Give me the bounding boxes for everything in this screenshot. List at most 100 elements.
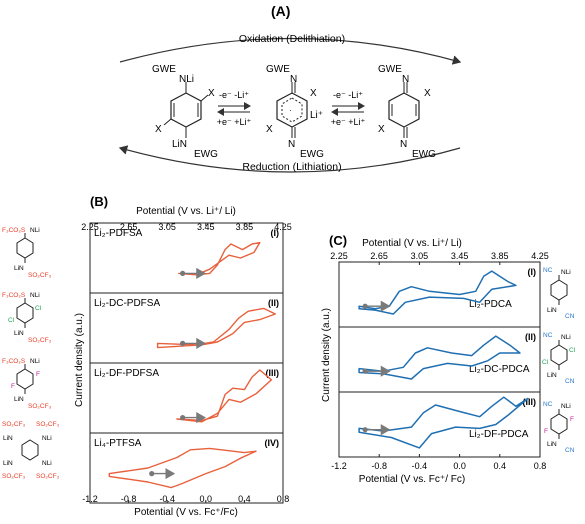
cv-curve: [156, 307, 276, 349]
bottom-tick-label: 0.4: [238, 494, 251, 504]
oxidation-arrow: [119, 37, 462, 65]
panel-c-subplots: Li₂-PDCA (I) Li₂-DC-PDCA (II) Li₂-DF-PDCA (II…: [338, 261, 541, 458]
svg-text:SO₂CF₃: SO₂CF₃: [28, 272, 52, 279]
subplot-compound-name: Li₂-DC-PDCA: [469, 364, 530, 375]
structure-df-pdfsa: F₃CO₂S NLi F F LiN SO₂CF₃: [2, 358, 52, 410]
svg-text:-e⁻ -Li⁺: -e⁻ -Li⁺: [333, 90, 363, 100]
svg-text:N: N: [288, 139, 295, 150]
subplot-roman: (III): [523, 397, 537, 407]
svg-text:NLi: NLi: [30, 358, 40, 365]
bottom-tick-label: -0.4: [159, 494, 175, 504]
panel-a: (A) Oxidation (Delithiation) Reduction (…: [118, 3, 462, 173]
bottom-tick-label: 0.4: [494, 461, 507, 471]
panel-b-y-axis-title: Current density (a.u.): [74, 313, 85, 407]
subplot-roman: (I): [271, 228, 280, 238]
panel-b-subplot: Li₂-DC-PDFSA (II): [89, 292, 284, 364]
panel-c-subplot: Li₂-DF-PDCA (III): [338, 391, 541, 458]
svg-text:LiN: LiN: [3, 460, 13, 467]
cv-curve: [358, 335, 521, 380]
svg-text:X: X: [378, 124, 385, 135]
bottom-tick-label: -0.4: [412, 461, 428, 471]
svg-text:+e⁻ +Li⁺: +e⁻ +Li⁺: [217, 117, 252, 127]
start-point: [180, 270, 186, 276]
svg-text:X: X: [310, 88, 317, 99]
panel-b-top-axis-title: Potential (V vs. Li⁺/ Li): [136, 206, 236, 217]
start-point: [180, 415, 186, 421]
bottom-tick-label: 0.0: [453, 461, 466, 471]
molecule-oxidized: GWE N X X N EWG: [378, 64, 436, 160]
top-tick-label: 3.05: [158, 222, 176, 232]
structure-pdfsa: F₃CO₂S NLi LiN SO₂CF₃: [2, 227, 52, 279]
subplot-compound-name: Li₂-PDCA: [469, 299, 512, 310]
svg-text:SO₂CF₃: SO₂CF₃: [36, 421, 60, 428]
svg-text:X: X: [424, 88, 431, 99]
svg-text:LiN: LiN: [172, 139, 187, 150]
bottom-tick-label: 0.8: [534, 461, 547, 471]
svg-text:NLi: NLi: [42, 435, 52, 442]
svg-text:·: ·: [289, 106, 292, 115]
svg-text:F₃CO₂S: F₃CO₂S: [2, 227, 26, 234]
svg-text:NC: NC: [543, 401, 553, 408]
svg-text:X: X: [208, 88, 215, 99]
svg-text:SO₂CF₃: SO₂CF₃: [2, 421, 26, 428]
svg-text:F: F: [11, 383, 15, 390]
svg-text:NLi: NLi: [561, 269, 571, 276]
svg-text:EWG: EWG: [194, 149, 218, 160]
svg-text:NLi: NLi: [30, 227, 40, 234]
top-tick-label: 4.25: [531, 251, 549, 261]
panel-c-structures: NC NLi LiN CN NC NLi Cl Cl LiN CN NC NLi: [542, 267, 576, 454]
svg-text:GWE: GWE: [266, 64, 290, 75]
top-tick-label: 3.85: [236, 222, 254, 232]
bottom-tick-label: -0.8: [371, 461, 387, 471]
svg-text:NLi: NLi: [30, 292, 40, 299]
panel-a-label: (A): [271, 3, 290, 19]
start-point: [149, 471, 155, 477]
panel-c-bottom-ticks: -1.2 -0.8 -0.4 0.0 0.4 0.8: [331, 461, 546, 471]
subplot-roman: (IV): [265, 438, 280, 448]
reduction-label: Reduction (Lithiation): [242, 161, 341, 173]
panel-b-subplot: Li₂-DF-PDFSA (III): [89, 362, 284, 434]
equilibrium-1: -e⁻ -Li⁺ +e⁻ +Li⁺: [217, 90, 252, 127]
structure-pdca: NC NLi LiN CN: [543, 267, 575, 320]
panel-c: (C) Potential (V vs. Li⁺/ Li) 2.25 2.65 3.…: [321, 233, 576, 485]
svg-text:Cl: Cl: [8, 317, 15, 324]
equilibrium-2: -e⁻ -Li⁺ +e⁻ +Li⁺: [331, 90, 366, 127]
svg-text:LiN: LiN: [3, 435, 13, 442]
svg-text:SO₂CF₃: SO₂CF₃: [28, 337, 52, 344]
cv-curve: [178, 241, 261, 276]
svg-text:NLi: NLi: [179, 74, 194, 85]
svg-text:Cl: Cl: [35, 305, 42, 312]
panel-b-subplot: Li₂-PDFSA (I): [89, 222, 284, 294]
svg-text:EWG: EWG: [412, 149, 436, 160]
subplot-compound-name: Li₄-PTFSA: [94, 438, 142, 449]
svg-text:SO₂CF₃: SO₂CF₃: [36, 473, 60, 480]
subplot-roman: (II): [525, 332, 536, 342]
svg-text:GWE: GWE: [378, 64, 402, 75]
svg-text:N: N: [400, 139, 407, 150]
cv-curve: [108, 447, 257, 489]
subplot-compound-name: Li₂-DC-PDFSA: [94, 298, 160, 309]
top-tick-label: 3.05: [411, 251, 429, 261]
panel-b-structures: F₃CO₂S NLi LiN SO₂CF₃ F₃CO₂S NLi Cl Cl L…: [2, 227, 60, 480]
svg-text:+e⁻ +Li⁺: +e⁻ +Li⁺: [331, 117, 366, 127]
svg-text:EWG: EWG: [300, 149, 324, 160]
svg-text:CN: CN: [565, 378, 575, 385]
start-point: [180, 340, 186, 346]
svg-text:-e⁻ -Li⁺: -e⁻ -Li⁺: [219, 90, 249, 100]
panel-b-subplot: Li₄-PTFSA (IV): [89, 432, 284, 504]
svg-text:SO₂CF₃: SO₂CF₃: [2, 473, 26, 480]
svg-text:X: X: [266, 124, 273, 135]
structure-ptfsa: SO₂CF₃ SO₂CF₃ LiN NLi LiN NLi SO₂CF₃ SO₂…: [2, 421, 60, 480]
oxidation-label: Oxidation (Delithiation): [239, 33, 345, 45]
top-tick-label: 3.45: [451, 251, 469, 261]
structure-dc-pdca: NC NLi Cl Cl LiN CN: [542, 332, 576, 385]
subplot-roman: (II): [268, 298, 279, 308]
cv-curve: [358, 396, 529, 449]
svg-text:F₃CO₂S: F₃CO₂S: [2, 292, 26, 299]
panel-c-subplot: Li₂-PDCA (I): [338, 261, 541, 328]
svg-text:SO₂CF₃: SO₂CF₃: [28, 403, 52, 410]
molecule-reduced: GWE NLi X X LiN EWG: [152, 64, 218, 160]
svg-text:Li⁺: Li⁺: [310, 110, 323, 121]
panel-c-bottom-axis-title: Potential (V vs. Fc⁺/ Fc): [359, 474, 465, 485]
